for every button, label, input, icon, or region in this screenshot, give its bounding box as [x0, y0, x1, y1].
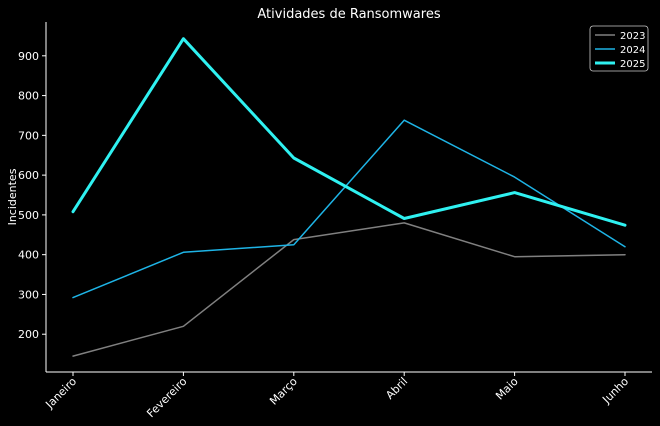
y-tick-label: 800	[18, 90, 39, 103]
y-tick-label: 300	[18, 288, 39, 301]
legend-label: 2023	[620, 31, 645, 42]
legend-box	[589, 25, 649, 72]
legend-label: 2024	[620, 45, 645, 56]
series-layer	[71, 37, 627, 357]
y-tick-label: 500	[18, 209, 39, 222]
y-tick-label: 900	[18, 50, 39, 63]
y-axis-label: Incidentes	[6, 168, 19, 225]
series-line-2024	[72, 119, 626, 299]
y-tick-label: 700	[18, 129, 39, 142]
y-tick-label: 400	[18, 249, 39, 262]
series-line-2025	[71, 37, 627, 227]
series-line-2023	[72, 222, 626, 357]
legend: 2023 2024 2025	[589, 25, 649, 72]
legend-label: 2025	[620, 59, 645, 70]
y-tick-label: 600	[18, 169, 39, 182]
chart-title: Atividades de Ransomwares	[257, 7, 440, 22]
y-tick-label: 200	[18, 328, 39, 341]
